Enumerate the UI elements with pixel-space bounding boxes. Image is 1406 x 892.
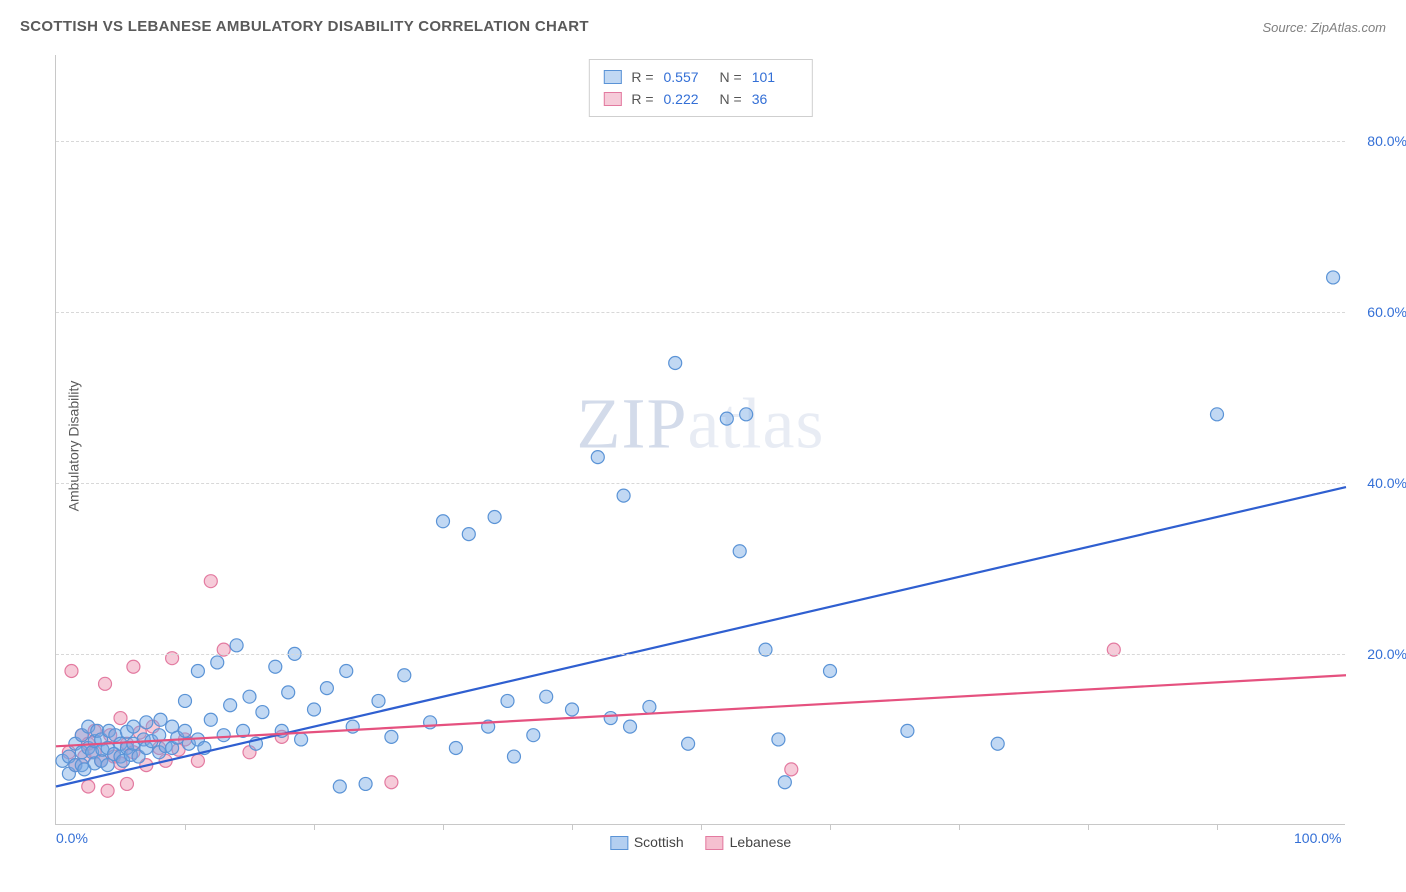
data-point	[643, 700, 656, 713]
data-point	[385, 776, 398, 789]
data-point	[224, 699, 237, 712]
data-point	[359, 777, 372, 790]
data-point	[591, 451, 604, 464]
legend-swatch-icon	[610, 836, 628, 850]
data-point	[740, 408, 753, 421]
data-point	[230, 639, 243, 652]
x-tick	[830, 824, 831, 830]
plot-area: ZIPatlas R = 0.557 N = 101 R = 0.222 N =…	[55, 55, 1345, 825]
data-point	[462, 528, 475, 541]
x-tick	[572, 824, 573, 830]
data-point	[449, 742, 462, 755]
data-point	[333, 780, 346, 793]
data-point	[140, 716, 153, 729]
gridline	[56, 654, 1345, 655]
data-point	[824, 665, 837, 678]
legend-label: Scottish	[634, 834, 684, 850]
data-point	[191, 665, 204, 678]
x-tick	[959, 824, 960, 830]
legend-swatch-icon	[706, 836, 724, 850]
data-point	[101, 784, 114, 797]
data-point	[65, 665, 78, 678]
data-point	[320, 682, 333, 695]
data-point	[772, 733, 785, 746]
data-point	[204, 575, 217, 588]
data-point	[720, 412, 733, 425]
data-point	[308, 703, 321, 716]
data-point	[991, 737, 1004, 750]
data-point	[540, 690, 553, 703]
data-point	[488, 511, 501, 524]
regression-line	[56, 487, 1346, 786]
data-point	[527, 729, 540, 742]
data-point	[785, 763, 798, 776]
data-point	[501, 694, 514, 707]
data-point	[340, 665, 353, 678]
x-tick	[443, 824, 444, 830]
data-point	[372, 694, 385, 707]
data-point	[295, 733, 308, 746]
data-point	[114, 712, 127, 725]
data-point	[778, 776, 791, 789]
data-point	[604, 712, 617, 725]
data-point	[733, 545, 746, 558]
gridline	[56, 141, 1345, 142]
data-point	[82, 780, 95, 793]
x-tick-label: 100.0%	[1294, 830, 1341, 846]
y-tick-label: 20.0%	[1367, 646, 1406, 662]
data-point	[154, 713, 167, 726]
data-point	[669, 357, 682, 370]
data-point	[179, 694, 192, 707]
data-point	[682, 737, 695, 750]
data-point	[566, 703, 579, 716]
data-point	[398, 669, 411, 682]
data-point	[204, 713, 217, 726]
legend-item-lebanese: Lebanese	[706, 834, 792, 850]
chart-svg	[56, 55, 1345, 824]
y-tick-label: 40.0%	[1367, 475, 1406, 491]
data-point	[507, 750, 520, 763]
series-legend: Scottish Lebanese	[610, 834, 791, 850]
gridline	[56, 312, 1345, 313]
legend-label: Lebanese	[730, 834, 792, 850]
data-point	[99, 677, 112, 690]
data-point	[211, 656, 224, 669]
data-point	[191, 754, 204, 767]
data-point	[179, 724, 192, 737]
x-tick-label: 0.0%	[56, 830, 88, 846]
data-point	[901, 724, 914, 737]
data-point	[624, 720, 637, 733]
data-point	[1327, 271, 1340, 284]
data-point	[437, 515, 450, 528]
data-point	[120, 777, 133, 790]
x-tick	[314, 824, 315, 830]
y-tick-label: 80.0%	[1367, 133, 1406, 149]
y-tick-label: 60.0%	[1367, 304, 1406, 320]
source-attribution: Source: ZipAtlas.com	[1262, 20, 1386, 35]
data-point	[243, 690, 256, 703]
x-tick	[185, 824, 186, 830]
data-point	[1211, 408, 1224, 421]
data-point	[127, 720, 140, 733]
data-point	[282, 686, 295, 699]
x-tick	[701, 824, 702, 830]
data-point	[617, 489, 630, 502]
data-point	[256, 706, 269, 719]
regression-line	[56, 675, 1346, 746]
data-point	[127, 660, 140, 673]
legend-item-scottish: Scottish	[610, 834, 684, 850]
data-point	[269, 660, 282, 673]
chart-title: SCOTTISH VS LEBANESE AMBULATORY DISABILI…	[20, 18, 589, 35]
x-tick	[1088, 824, 1089, 830]
data-point	[217, 729, 230, 742]
data-point	[385, 730, 398, 743]
gridline	[56, 483, 1345, 484]
x-tick	[1217, 824, 1218, 830]
